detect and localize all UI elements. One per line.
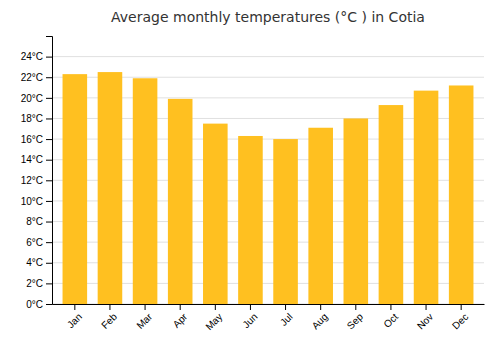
y-tick: 16°C [21, 134, 52, 145]
y-tick-mark [46, 263, 52, 264]
x-tick-mark [74, 304, 75, 310]
x-tick-mark [109, 304, 110, 310]
y-tick: 14°C [21, 154, 52, 165]
y-tick-label: 12°C [21, 175, 43, 186]
y-tick-label: 0°C [26, 299, 43, 310]
title: Average monthly temperatures (°C ) in Co… [111, 9, 425, 25]
x-tick: Jun [240, 304, 259, 330]
chart: 0°C 2°C 4°C 6°C 8°C 10°C 12°C 14°C 16°C 18°C 20°C 2… [0, 0, 500, 350]
y-tick-mark [46, 242, 52, 243]
x-tick-label: May [203, 311, 224, 332]
x-tick-mark [426, 304, 427, 310]
y-tick-label: 2°C [26, 278, 43, 289]
bar [63, 74, 88, 304]
x-tick: Oct [381, 304, 400, 330]
y-tick-label: 20°C [21, 93, 43, 104]
y-tick-label: 24°C [21, 51, 43, 62]
y-tick: 8°C [26, 216, 52, 227]
bars [63, 72, 474, 304]
y-tick-label: 14°C [21, 154, 43, 165]
x-tick: Mar [134, 304, 154, 331]
bar [414, 91, 439, 304]
y-tick-label: 10°C [21, 196, 43, 207]
x-tick-mark [320, 304, 321, 310]
y-tick: 6°C [26, 237, 52, 248]
x-tick-label: Feb [99, 311, 119, 331]
y-tick-mark [46, 201, 52, 202]
y-tick-label: 6°C [26, 237, 43, 248]
x-tick-label: Jan [65, 311, 84, 330]
x-tick: Sep [345, 304, 366, 331]
x-tick-label: Jun [240, 311, 259, 330]
y-tick-mark [46, 304, 52, 305]
x-tick-label: Dec [450, 311, 470, 331]
bar [344, 118, 369, 304]
x-tick: Feb [99, 304, 119, 331]
y-tick: 0°C [26, 299, 52, 310]
plot: 0°C 2°C 4°C 6°C 8°C 10°C 12°C 14°C 16°C 18°C 20°C 2… [21, 37, 485, 333]
x-tick-label: Aug [310, 311, 330, 331]
y-tick-mark [46, 139, 52, 140]
bar [168, 99, 193, 304]
grid [52, 57, 484, 304]
x-tick-mark [390, 304, 391, 310]
y-tick-mark [46, 118, 52, 119]
y-tick-label: 22°C [21, 72, 43, 83]
x-tick-label: Oct [381, 311, 400, 330]
y-tick: 18°C [21, 113, 52, 124]
y-tick: 24°C [21, 51, 52, 62]
bar [449, 85, 474, 304]
bar [133, 78, 158, 304]
y-tick: 20°C [21, 93, 52, 104]
x-tick-label: Apr [171, 311, 190, 330]
y-tick-label: 8°C [26, 216, 43, 227]
bar [238, 136, 263, 304]
x-tick-mark [180, 304, 181, 310]
y-tick-label: 4°C [26, 257, 43, 268]
x-tick: Jan [65, 304, 84, 330]
x-tick: Dec [450, 304, 470, 331]
x-tick-mark [285, 304, 286, 310]
x-tick: May [203, 304, 224, 332]
x-axis: Jan Feb Mar Apr May Jun Jul Aug Sep Oct Nov Dec [53, 304, 485, 332]
x-tick-label: Sep [345, 311, 366, 332]
y-tick-label: 16°C [21, 134, 43, 145]
x-axis-line [53, 304, 485, 305]
y-tick-label: 18°C [21, 113, 43, 124]
x-tick-mark [215, 304, 216, 310]
x-tick: Aug [310, 304, 330, 331]
y-tick-mark [46, 77, 52, 78]
y-tick: 2°C [26, 278, 52, 289]
y-tick: 4°C [26, 257, 52, 268]
y-tick-mark [46, 283, 52, 284]
bar [379, 105, 404, 304]
y-tick: 10°C [21, 196, 52, 207]
y-tick: 12°C [21, 175, 52, 186]
bar [308, 128, 333, 304]
x-tick: Apr [171, 304, 190, 330]
bar [273, 139, 298, 304]
y-tick-mark [46, 222, 52, 223]
grid-line [52, 56, 484, 57]
y-tick-mark [46, 98, 52, 99]
x-tick-mark [355, 304, 356, 310]
y-axis: 0°C 2°C 4°C 6°C 8°C 10°C 12°C 14°C 16°C 18°C 20°C 2… [21, 37, 53, 310]
bar [203, 124, 228, 304]
x-tick-mark [145, 304, 146, 310]
x-tick-label: Nov [415, 311, 435, 331]
x-tick-label: Mar [134, 311, 154, 331]
bar [98, 72, 123, 304]
x-tick-label: Jul [278, 311, 295, 328]
y-tick-mark [46, 160, 52, 161]
x-tick: Jul [278, 304, 295, 328]
y-tick: 22°C [21, 72, 52, 83]
x-tick-mark [250, 304, 251, 310]
y-axis-line [46, 37, 53, 305]
x-tick-mark [461, 304, 462, 310]
y-tick-mark [46, 57, 52, 58]
x-tick: Nov [415, 304, 435, 331]
y-tick-mark [46, 180, 52, 181]
